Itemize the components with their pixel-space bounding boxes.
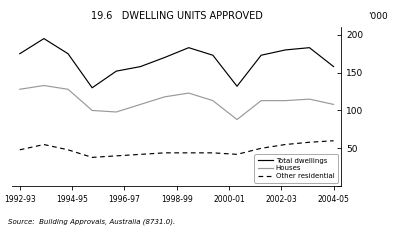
Text: '000: '000 xyxy=(368,12,387,21)
Title: 19.6   DWELLING UNITS APPROVED: 19.6 DWELLING UNITS APPROVED xyxy=(91,11,262,21)
Legend: Total dwellings, Houses, Other residential: Total dwellings, Houses, Other residenti… xyxy=(254,154,338,183)
Text: Source:  Building Approvals, Australia (8731.0).: Source: Building Approvals, Australia (8… xyxy=(8,218,175,225)
